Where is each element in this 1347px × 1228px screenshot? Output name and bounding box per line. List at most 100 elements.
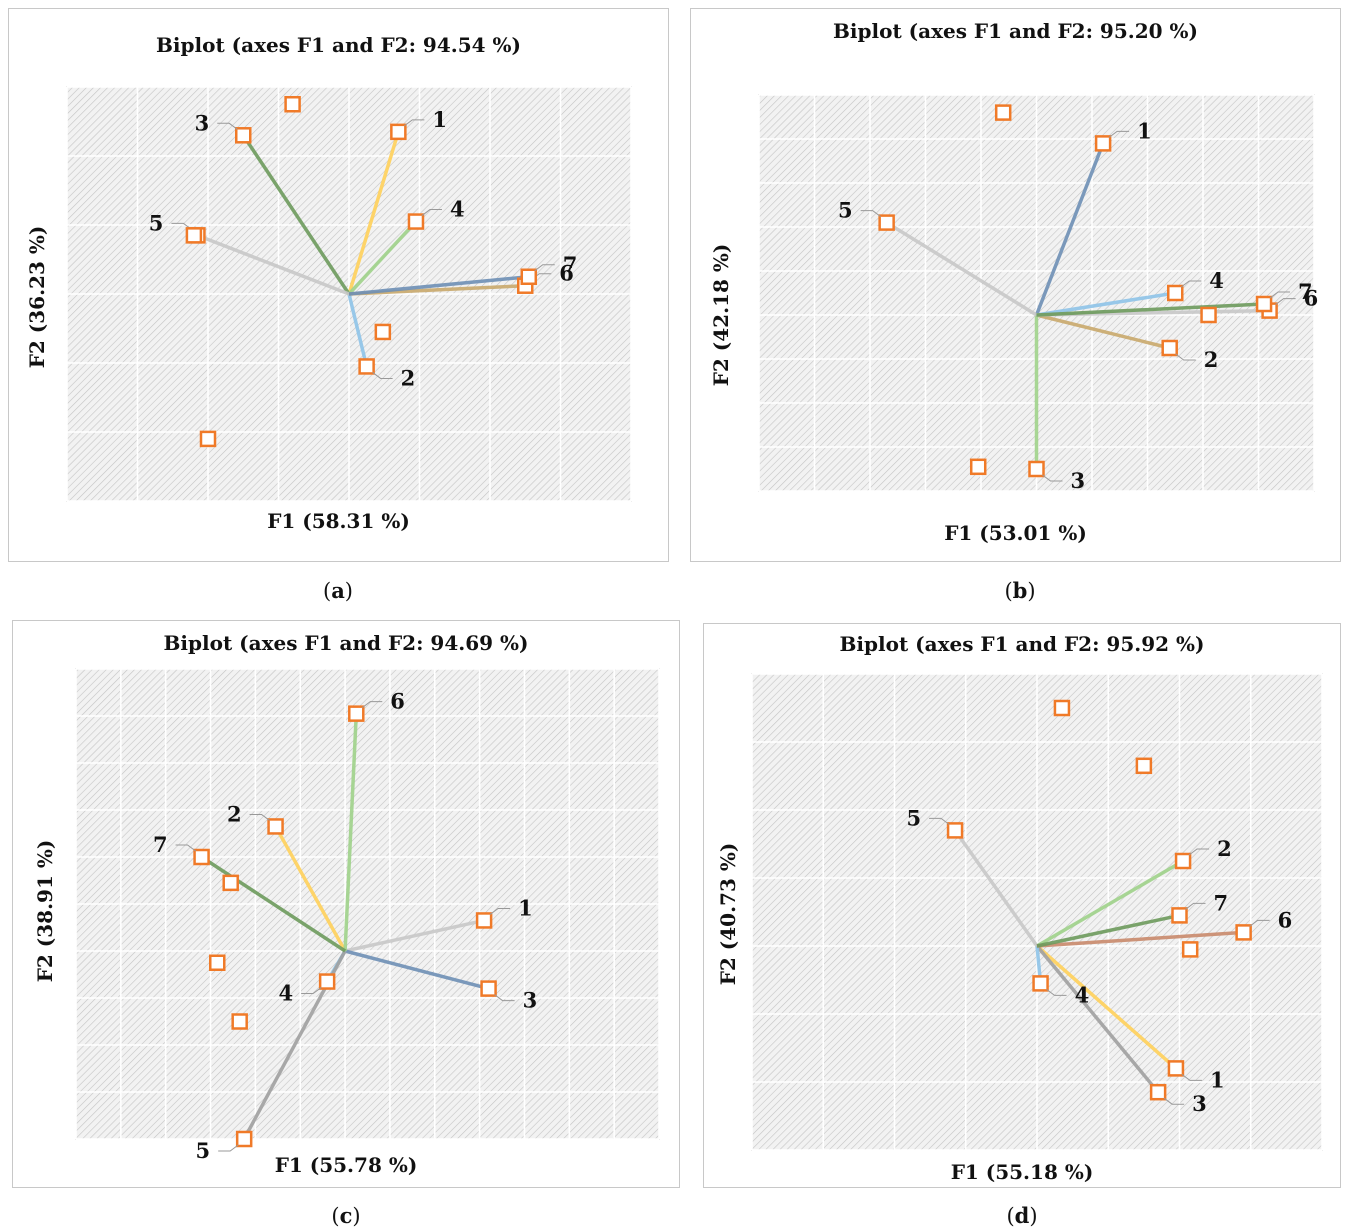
y-axis-label: F2 (36.23 %) <box>25 225 49 369</box>
vector-marker-3 <box>1028 460 1045 478</box>
chart-panel-c: Biplot (axes F1 and F2: 94.69 %) 1 2 3 4 5 6 7… <box>12 620 680 1188</box>
loading-vector-7 <box>1036 302 1265 317</box>
caption-c: (c) <box>331 1203 361 1228</box>
label-leader <box>534 264 555 272</box>
vector-marker-3 <box>1149 1083 1167 1101</box>
vector-label-3: 3 <box>195 110 210 135</box>
vector-label-1: 1 <box>518 895 533 920</box>
label-leader <box>1269 291 1291 299</box>
observation-point <box>284 96 301 113</box>
label-leader <box>175 844 196 852</box>
vector-marker-7 <box>1255 295 1273 313</box>
loading-vector-1 <box>1035 944 1178 1070</box>
vector-marker-2 <box>358 358 375 375</box>
label-leader <box>1175 353 1196 361</box>
label-leader <box>404 119 425 127</box>
observation-point <box>231 1013 248 1030</box>
loading-vector-6 <box>1036 930 1244 948</box>
vector-marker-2 <box>1174 852 1192 870</box>
vector-label-1: 1 <box>1210 1067 1225 1092</box>
loading-vector-4 <box>347 220 418 296</box>
label-leader <box>1180 280 1202 288</box>
vector-marker-4 <box>318 973 336 990</box>
label-leader <box>860 210 881 218</box>
vector-label-6: 6 <box>559 261 574 286</box>
vector-label-7: 7 <box>563 252 578 277</box>
vector-label-4: 4 <box>1209 268 1224 293</box>
vector-label-3: 3 <box>1192 1091 1207 1116</box>
vector-marker-4 <box>1167 284 1184 302</box>
vector-marker-7 <box>1171 907 1188 924</box>
vector-marker-2 <box>267 818 284 835</box>
vector-label-7: 7 <box>1214 890 1229 915</box>
label-leader <box>494 994 515 1002</box>
vector-label-2: 2 <box>227 801 242 826</box>
vector-label-1: 1 <box>432 107 447 132</box>
vector-label-3: 3 <box>1071 468 1086 493</box>
vector-label-5: 5 <box>149 210 164 235</box>
loading-vector-1 <box>347 131 401 295</box>
chart-title: Biplot (axes F1 and F2: 95.92 %) <box>839 632 1205 656</box>
loading-vector-3 <box>1035 944 1160 1094</box>
label-leader <box>361 701 383 709</box>
observation-point <box>1053 699 1071 717</box>
label-leader <box>1042 474 1063 482</box>
vector-label-6: 6 <box>1278 907 1293 932</box>
vector-marker-1 <box>390 123 407 141</box>
vector-label-3: 3 <box>523 988 538 1013</box>
loading-vector-5 <box>196 233 350 296</box>
vector-label-5: 5 <box>838 198 853 223</box>
loading-vector-2 <box>274 825 347 952</box>
vector-marker-6 <box>348 705 365 722</box>
vector-label-4: 4 <box>1075 982 1090 1007</box>
chart-title: Biplot (axes F1 and F2: 94.69 %) <box>163 631 529 655</box>
loading-vector-3 <box>241 134 351 295</box>
vector-marker-1 <box>1167 1060 1185 1077</box>
loading-vector-1 <box>1034 142 1105 316</box>
loading-vector-7 <box>200 855 347 953</box>
observation-point <box>1135 757 1153 775</box>
chart-panel-d: Biplot (axes F1 and F2: 95.92 %) 1 2 3 4 5 6 7… <box>703 623 1341 1188</box>
label-leader <box>1249 919 1270 927</box>
label-leader <box>249 813 270 821</box>
vector-marker-5 <box>946 822 964 839</box>
label-leader <box>929 817 950 825</box>
label-leader <box>372 372 393 379</box>
loading-vector-6 <box>343 713 359 952</box>
vector-marker-2 <box>1161 339 1178 357</box>
y-axis-label: F2 (38.91 %) <box>33 839 57 983</box>
vector-label-5: 5 <box>196 1138 211 1163</box>
observation-point <box>209 954 226 971</box>
vector-label-4: 4 <box>450 197 465 222</box>
y-axis-label: F2 (40.73 %) <box>716 842 740 986</box>
x-axis-label: F1 (53.01 %) <box>944 521 1087 545</box>
vector-label-5: 5 <box>906 805 921 830</box>
label-leader <box>1046 988 1067 996</box>
observation-point <box>1200 306 1217 324</box>
loading-vector-1 <box>344 918 485 953</box>
label-leader <box>217 122 238 130</box>
vector-label-6: 6 <box>390 689 405 714</box>
vector-label-2: 2 <box>401 365 416 390</box>
vector-marker-3 <box>480 980 497 997</box>
observation-point <box>969 458 987 476</box>
loading-vector-7 <box>1036 913 1180 948</box>
plot-area: 1 2 3 4 5 67 <box>66 86 632 502</box>
vector-marker-3 <box>235 127 252 144</box>
observation-point <box>185 227 203 244</box>
label-leader <box>1185 902 1206 910</box>
caption-a: (a) <box>322 578 354 603</box>
observation-point <box>374 323 392 341</box>
label-leader <box>218 1144 239 1152</box>
y-axis-label: F2 (42.18 %) <box>709 243 733 387</box>
label-leader <box>1275 298 1296 306</box>
caption-b: (b) <box>1004 578 1036 603</box>
x-axis-label: F1 (55.78 %) <box>274 1153 418 1177</box>
label-leader <box>421 209 442 216</box>
observation-point <box>199 430 217 448</box>
label-leader <box>1181 1073 1202 1081</box>
